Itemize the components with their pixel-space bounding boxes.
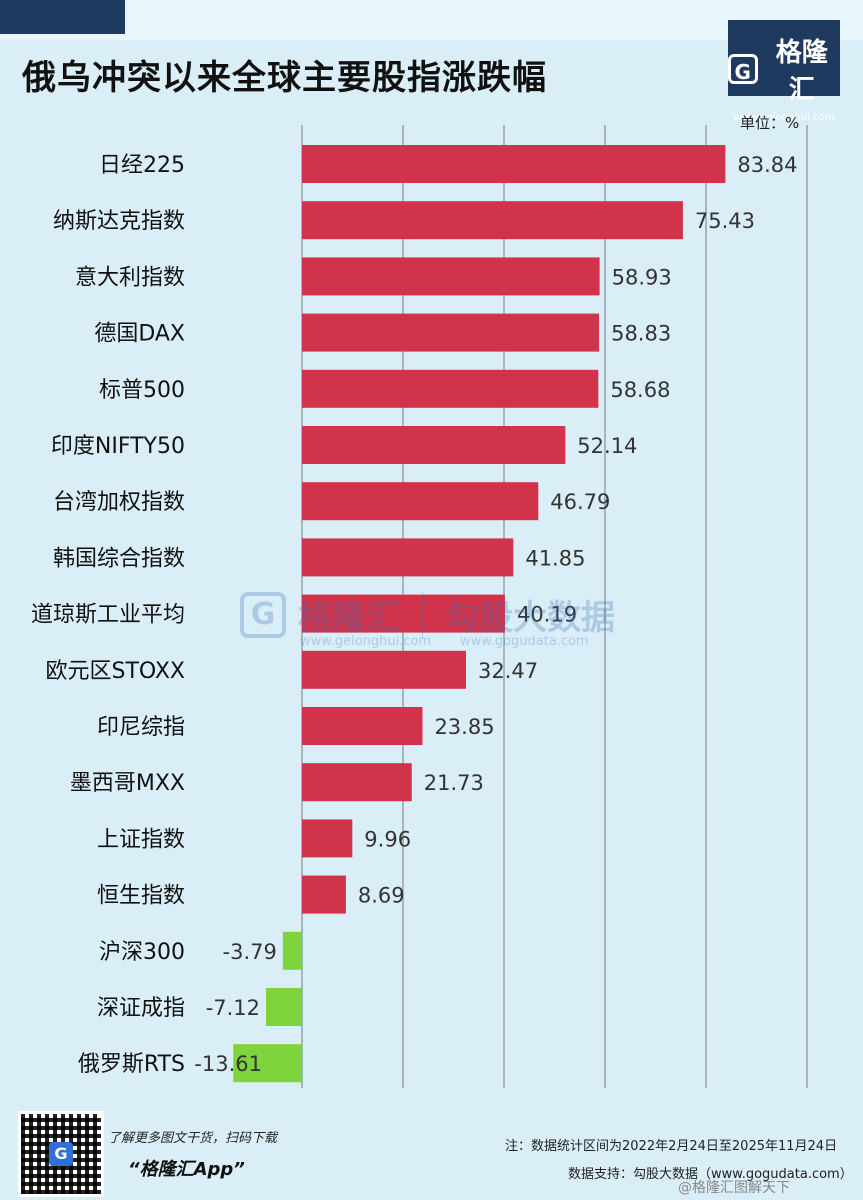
value-label: 83.84 [737, 153, 797, 177]
value-label: 58.68 [610, 378, 670, 402]
bar [302, 145, 726, 183]
promo-line-2: “格隆汇App” [128, 1159, 245, 1180]
logo-g-icon: G [728, 54, 758, 84]
value-label: -13.61 [194, 1052, 262, 1076]
qr-badge-icon: G [49, 1142, 73, 1166]
bar [302, 369, 599, 408]
value-label: 23.85 [434, 715, 494, 739]
data-support-note: 数据支持：勾股大数据（www.gogudata.com） [568, 1167, 853, 1182]
bar [282, 931, 302, 970]
gelonghui-logo: G 格隆汇 www.gelonghui.com [728, 20, 840, 123]
promo-line-1: 了解更多图文干货，扫码下载 [108, 1131, 278, 1146]
bar [302, 201, 683, 240]
value-label: 52.14 [577, 434, 637, 458]
bar [302, 538, 514, 577]
bar [302, 313, 600, 352]
bars [233, 145, 726, 1083]
logo-url: www.gelonghui.com [733, 112, 835, 123]
value-label: 46.79 [550, 490, 610, 514]
value-label: -7.12 [206, 996, 260, 1020]
value-label: 8.69 [358, 884, 405, 908]
category-label: 印度NIFTY50 [51, 434, 185, 459]
bar [302, 819, 353, 858]
category-label: 台湾加权指数 [53, 490, 185, 515]
weibo-tag: @格隆汇图解天下 [678, 1180, 790, 1196]
category-label: 深证成指 [97, 996, 185, 1021]
logo-mark: G 格隆汇 [728, 32, 840, 106]
value-label: 9.96 [364, 827, 411, 851]
value-label: 58.83 [611, 322, 671, 346]
category-label: 沪深300 [99, 940, 185, 965]
top-tab [0, 0, 125, 34]
source-note: 注：数据统计区间为2022年2月24日至2025年11月24日 [505, 1139, 838, 1154]
category-label: 日经225 [99, 153, 185, 178]
unit-label: 单位：% [740, 114, 800, 132]
category-label: 恒生指数 [97, 884, 185, 909]
category-label: 标普500 [99, 378, 185, 403]
logo-text: 格隆汇 [775, 38, 828, 105]
bar [266, 988, 302, 1026]
bar [302, 875, 346, 914]
top-bar [0, 0, 863, 40]
value-labels: 83.84 75.43 58.93 58.83 58.68 52.14 46.79 41.85… [194, 153, 797, 1076]
value-label: 40.19 [517, 603, 577, 627]
value-label: 32.47 [478, 659, 538, 683]
value-label: 75.43 [695, 209, 755, 233]
bar [302, 650, 466, 689]
value-label: 21.73 [424, 771, 484, 795]
value-label: 41.85 [525, 546, 585, 570]
category-label: 德国DAX [94, 322, 185, 347]
category-label: 墨西哥MXX [70, 771, 185, 796]
bar [233, 1044, 302, 1083]
bar [302, 257, 600, 296]
category-label: 俄罗斯RTS [78, 1052, 185, 1077]
qr-code[interactable]: G [18, 1111, 104, 1197]
category-label: 纳斯达克指数 [53, 209, 185, 234]
category-label: 上证指数 [97, 827, 185, 852]
category-label: 道琼斯工业平均 [31, 603, 185, 628]
bar [302, 763, 412, 802]
value-label: -3.79 [223, 940, 277, 964]
category-label: 意大利指数 [75, 265, 185, 290]
category-label: 印尼综指 [97, 715, 185, 740]
bar [302, 426, 566, 464]
value-label: 58.93 [612, 265, 672, 289]
bar [302, 707, 423, 745]
category-label: 欧元区STOXX [46, 659, 185, 684]
footer: G 了解更多图文干货，扫码下载 “格隆汇App” 注：数据统计区间为2022年2… [0, 1105, 863, 1200]
chart-title: 俄乌冲突以来全球主要股指涨跌幅 [22, 58, 547, 98]
bar [302, 594, 505, 633]
category-label: 韩国综合指数 [53, 546, 185, 571]
bar [302, 482, 539, 521]
